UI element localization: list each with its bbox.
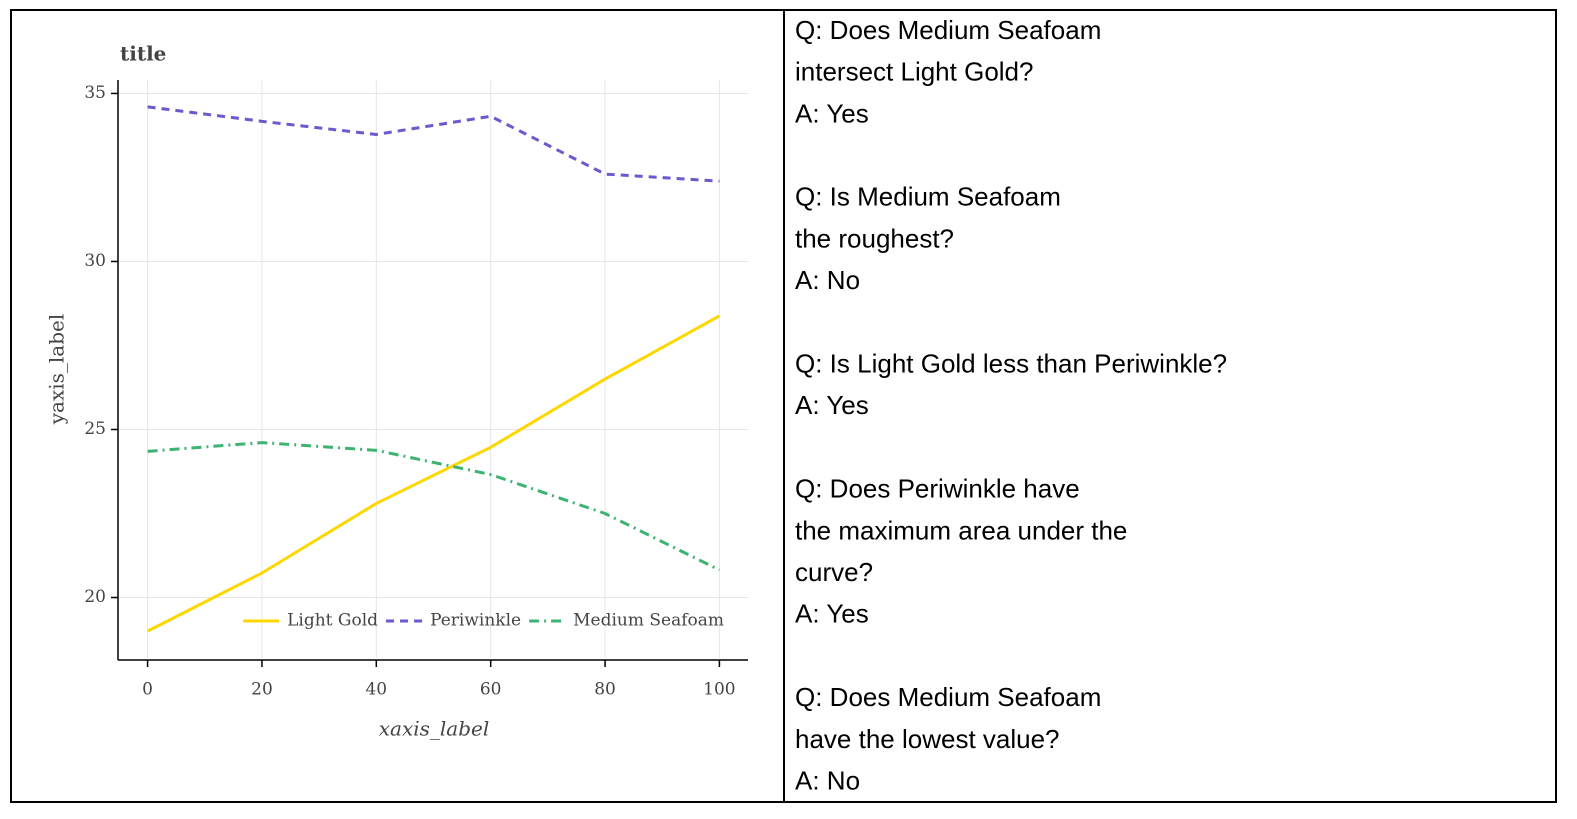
question-text: the maximum area under the: [795, 515, 1127, 545]
question-text: the roughest?: [795, 223, 954, 253]
x-tick-label: 40: [365, 680, 387, 700]
x-tick-label: 20: [251, 680, 273, 700]
y-tick-label: 25: [84, 419, 106, 439]
y-tick-label: 20: [84, 587, 106, 607]
legend-label: Light Gold: [287, 611, 378, 631]
x-tick-label: 100: [703, 680, 735, 700]
question-text: Q: Does Periwinkle have: [795, 474, 1080, 504]
question-text: Q: Is Medium Seafoam: [795, 182, 1061, 212]
answer-text: A: No: [795, 265, 860, 295]
answer-text: A: Yes: [795, 98, 869, 128]
x-tick-label: 60: [480, 680, 502, 700]
question-text: Q: Is Light Gold less than Periwinkle?: [795, 348, 1227, 378]
legend-label: Periwinkle: [430, 611, 521, 631]
question-text: Q: Does Medium Seafoam: [795, 682, 1101, 712]
question-text: curve?: [795, 557, 873, 587]
y-axis-label: yaxis_label: [45, 314, 69, 426]
series-line: [146, 314, 721, 633]
question-text: intersect Light Gold?: [795, 57, 1033, 87]
question-text: Q: Does Medium Seafoam: [795, 15, 1101, 45]
question-text: have the lowest value?: [795, 724, 1060, 754]
x-axis-label: xaxis_label: [379, 717, 490, 741]
x-tick-label: 0: [142, 680, 153, 700]
series-line: [147, 441, 721, 572]
y-tick-label: 30: [84, 251, 106, 271]
series-line: [147, 105, 720, 183]
answer-text: A: Yes: [795, 599, 869, 629]
chart-title: title: [120, 42, 166, 66]
x-tick-label: 80: [594, 680, 616, 700]
answer-text: A: No: [795, 765, 860, 795]
answer-text: A: Yes: [795, 390, 869, 420]
legend-label: Medium Seafoam: [573, 611, 724, 631]
y-tick-label: 35: [84, 83, 106, 103]
